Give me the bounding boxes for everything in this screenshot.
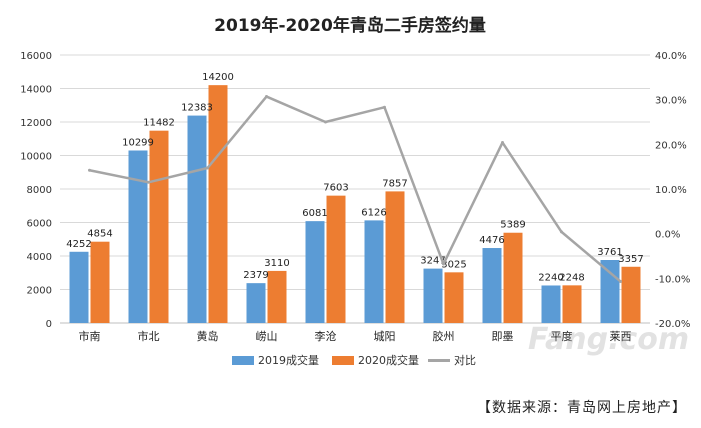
data-label-2019: 4476 bbox=[479, 235, 504, 246]
source-note: 【数据来源：青岛网上房地产】 bbox=[477, 400, 687, 416]
y-axis-left: 0 2000 4000 6000 8000 10000 12000 14000 16000 bbox=[20, 51, 52, 330]
x-axis-categories: 市南 市北 黄岛 崂山 李沧 城阳 胶州 即墨 平度 莱西 bbox=[79, 329, 632, 343]
bar-2020 bbox=[267, 270, 287, 323]
y-left-tick-label: 8000 bbox=[27, 185, 52, 196]
y-right-tick-label: -10.0% bbox=[655, 274, 690, 285]
comparison-point bbox=[383, 105, 386, 109]
legend-label: 2019成交量 bbox=[258, 353, 319, 367]
x-category-label: 莱西 bbox=[610, 330, 632, 343]
bar-2020 bbox=[562, 285, 582, 323]
x-category-label: 胶州 bbox=[433, 329, 455, 343]
x-category-label: 即墨 bbox=[492, 330, 514, 343]
comparison-point bbox=[560, 230, 563, 234]
y-axis-right: -20.0% -10.0% 0.0% 10.0% 20.0% 30.0% 40.0% bbox=[655, 51, 690, 330]
data-label-2020: 3110 bbox=[264, 258, 289, 269]
y-left-tick-label: 2000 bbox=[27, 286, 52, 297]
y-right-tick-label: 20.0% bbox=[655, 140, 687, 151]
data-label-2020: 3357 bbox=[618, 254, 643, 265]
y-left-tick-label: 16000 bbox=[20, 51, 52, 62]
y-right-tick-label: 30.0% bbox=[655, 96, 687, 107]
bar-2019 bbox=[541, 285, 561, 323]
x-category-label: 黄岛 bbox=[197, 329, 219, 343]
y-left-tick-label: 6000 bbox=[27, 219, 52, 230]
x-category-label: 崂山 bbox=[256, 330, 278, 343]
bar-2019 bbox=[128, 150, 148, 323]
bar-2019 bbox=[423, 268, 443, 323]
y-left-tick-label: 4000 bbox=[27, 252, 52, 263]
y-left-tick-label: 12000 bbox=[20, 118, 52, 129]
bar-2020 bbox=[503, 232, 523, 323]
x-category-label: 平度 bbox=[551, 329, 573, 343]
comparison-line bbox=[88, 95, 622, 283]
bar-2019 bbox=[364, 220, 384, 323]
data-label-2020: 7857 bbox=[382, 178, 407, 189]
y-left-tick-label: 14000 bbox=[20, 85, 52, 96]
y-right-tick-label: 0.0% bbox=[655, 230, 680, 241]
data-label-2020: 11482 bbox=[143, 118, 175, 129]
bar-2019 bbox=[305, 221, 325, 323]
bar-2020 bbox=[208, 85, 228, 324]
data-label-2020: 5389 bbox=[500, 220, 525, 231]
data-label-2020: 4854 bbox=[87, 229, 112, 240]
x-category-label: 市北 bbox=[138, 329, 160, 343]
y-right-tick-label: -20.0% bbox=[655, 319, 690, 330]
data-label-2019: 3761 bbox=[597, 247, 622, 258]
legend-label: 对比 bbox=[454, 353, 476, 367]
comparison-point bbox=[442, 262, 445, 266]
comparison-point bbox=[147, 180, 150, 184]
y-right-tick-label: 10.0% bbox=[655, 185, 687, 196]
bar-2019 bbox=[600, 260, 620, 323]
bar-2020 bbox=[90, 241, 110, 323]
data-label-2019: 2240 bbox=[538, 272, 563, 283]
legend-swatch bbox=[232, 356, 254, 365]
x-category-label: 城阳 bbox=[374, 330, 396, 343]
data-label-2019: 6081 bbox=[302, 208, 327, 219]
data-label-2020: 2248 bbox=[559, 272, 584, 283]
x-category-label: 市南 bbox=[79, 329, 101, 343]
data-label-2019: 10299 bbox=[122, 137, 154, 148]
data-label-2019: 2379 bbox=[243, 270, 268, 281]
data-label-2019: 4252 bbox=[66, 239, 91, 250]
bar-2020 bbox=[444, 272, 464, 323]
x-category-label: 李沧 bbox=[315, 329, 337, 343]
comparison-point bbox=[206, 166, 209, 170]
data-label-2020: 7603 bbox=[323, 183, 348, 194]
fang-watermark: Fang.com bbox=[528, 322, 690, 357]
legend-label: 2020成交量 bbox=[358, 353, 419, 367]
bar-2019 bbox=[69, 251, 89, 323]
bar-2020 bbox=[326, 195, 346, 323]
bar-2020 bbox=[385, 191, 405, 323]
legend: 2019成交量 2020成交量 对比 bbox=[232, 353, 476, 367]
data-label-2020: 3025 bbox=[441, 259, 466, 270]
y-left-tick-label: 0 bbox=[46, 319, 52, 330]
bar-2019 bbox=[246, 283, 266, 323]
data-label-2019: 12383 bbox=[181, 103, 213, 114]
comparison-point bbox=[88, 168, 91, 172]
bar-2019 bbox=[482, 248, 502, 323]
y-left-tick-label: 10000 bbox=[20, 152, 52, 163]
comparison-point bbox=[324, 120, 327, 124]
comparison-point bbox=[265, 95, 268, 99]
comparison-point bbox=[501, 141, 504, 145]
comparison-point bbox=[619, 279, 622, 283]
legend-swatch bbox=[332, 356, 354, 365]
y-right-tick-label: 40.0% bbox=[655, 51, 687, 62]
data-label-2020: 14200 bbox=[202, 72, 234, 83]
chart-title: 2019年-2020年青岛二手房签约量 bbox=[214, 15, 486, 36]
bar-2020 bbox=[149, 130, 169, 323]
comparison-series-line bbox=[89, 95, 622, 283]
bar-2019 bbox=[187, 115, 207, 323]
bar-2020 bbox=[621, 266, 641, 323]
data-label-2019: 3247 bbox=[420, 256, 445, 267]
data-label-2019: 6126 bbox=[361, 207, 386, 218]
